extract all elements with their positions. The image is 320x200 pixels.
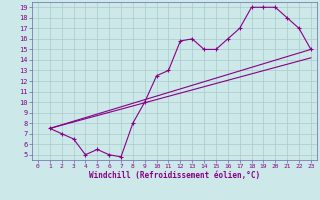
- X-axis label: Windchill (Refroidissement éolien,°C): Windchill (Refroidissement éolien,°C): [89, 171, 260, 180]
